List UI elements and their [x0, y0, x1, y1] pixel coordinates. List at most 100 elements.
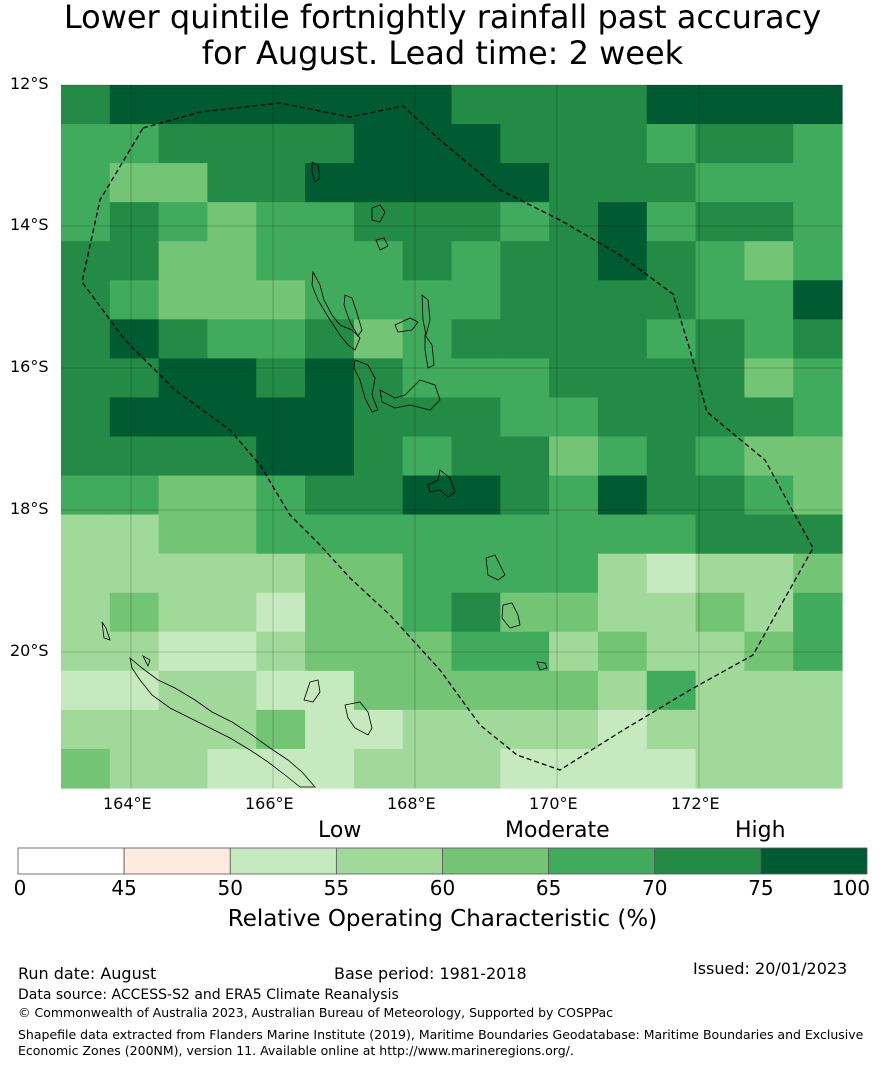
grid-cell	[353, 553, 404, 594]
shapefile-credit-line-2: Economic Zones (200NM), version 11. Avai…	[18, 1043, 574, 1058]
grid-cell	[256, 709, 306, 750]
grid-cell	[158, 124, 209, 164]
grid-cell	[109, 358, 160, 399]
grid-cell	[451, 397, 501, 438]
grid-cell	[646, 631, 697, 672]
grid-cell	[61, 514, 111, 555]
roc-grid	[61, 85, 843, 789]
grid-cell	[500, 709, 550, 750]
grid-cell	[109, 124, 160, 164]
grid-cell	[597, 124, 648, 164]
grid-cell	[597, 670, 648, 711]
grid-cell	[207, 124, 257, 164]
grid-cell	[549, 319, 599, 359]
grid-cell	[207, 319, 257, 359]
grid-cell	[744, 670, 794, 711]
grid-cell	[256, 241, 306, 281]
grid-cell	[597, 709, 648, 750]
grid-cell	[109, 553, 160, 594]
grid-cell	[207, 280, 257, 320]
grid-cell	[793, 280, 843, 320]
grid-cell	[256, 124, 306, 164]
grid-cell	[256, 631, 306, 672]
title-line-1: Lower quintile fortnightly rainfall past…	[63, 0, 822, 36]
grid-cell	[305, 319, 355, 359]
grid-cell	[695, 163, 745, 203]
grid-cell	[744, 202, 794, 242]
colorbar-tick-label: 100	[831, 876, 871, 900]
grid-cell	[207, 553, 257, 594]
grid-cell	[61, 202, 111, 242]
grid-cell	[402, 397, 453, 438]
grid-cell	[61, 241, 111, 281]
grid-cell	[793, 670, 843, 711]
grid-cell	[744, 553, 794, 594]
colorbar-label: Relative Operating Characteristic (%)	[227, 906, 658, 932]
grid-cell	[549, 241, 599, 281]
grid-cell	[597, 280, 648, 320]
grid-cell	[451, 319, 501, 359]
grid-cell	[451, 709, 501, 750]
grid-cell	[61, 397, 111, 438]
lon-tick-label: 170°E	[529, 794, 578, 813]
grid-cell	[744, 709, 794, 750]
grid-cell	[793, 358, 843, 399]
grid-cell	[256, 163, 306, 203]
grid-cell	[500, 670, 550, 711]
grid-cell	[500, 280, 550, 320]
grid-cell	[256, 358, 306, 399]
grid-cell	[305, 670, 355, 711]
grid-cell	[109, 670, 160, 711]
grid-cell	[158, 748, 209, 789]
grid-cell	[256, 436, 306, 477]
grid-cell	[646, 553, 697, 594]
grid-cell	[402, 748, 453, 789]
grid-cell	[793, 553, 843, 594]
grid-cell	[744, 631, 794, 672]
grid-cell	[793, 241, 843, 281]
grid-cell	[158, 280, 209, 320]
grid-cell	[500, 436, 550, 477]
grid-cell	[451, 241, 501, 281]
grid-cell	[256, 397, 306, 438]
lon-tick-label: 168°E	[387, 794, 436, 813]
grid-cell	[646, 85, 697, 125]
grid-cell	[597, 163, 648, 203]
grid-cell	[695, 553, 745, 594]
grid-cell	[158, 397, 209, 438]
grid-cell	[793, 397, 843, 438]
grid-cell	[549, 397, 599, 438]
grid-cell	[549, 592, 599, 633]
grid-cell	[207, 670, 257, 711]
grid-cell	[793, 85, 843, 125]
grid-cell	[500, 202, 550, 242]
grid-cell	[207, 202, 257, 242]
grid-cell	[109, 85, 160, 125]
grid-cell	[451, 475, 501, 516]
grid-cell	[597, 475, 648, 516]
grid-cell	[158, 709, 209, 750]
grid-cell	[744, 358, 794, 399]
grid-cell	[744, 124, 794, 164]
colorbar-swatch	[760, 847, 868, 875]
grid-cell	[109, 748, 160, 789]
grid-cell	[646, 475, 697, 516]
grid-cell	[695, 280, 745, 320]
gridlines	[61, 84, 842, 788]
grid-cell	[158, 553, 209, 594]
grid-cell	[402, 631, 453, 672]
grid-cell	[500, 514, 550, 555]
grid-cell	[158, 631, 209, 672]
colorbar-tick-label: 45	[111, 876, 137, 900]
colorbar-tick-label: 60	[429, 876, 456, 900]
grid-cell	[646, 514, 697, 555]
grid-cell	[793, 709, 843, 750]
grid-cell	[549, 202, 599, 242]
grid-cell	[646, 397, 697, 438]
grid-cell	[549, 436, 599, 477]
grid-cell	[695, 514, 745, 555]
grid-cell	[549, 475, 599, 516]
grid-cell	[500, 163, 550, 203]
grid-cell	[158, 436, 209, 477]
grid-cell	[695, 436, 745, 477]
